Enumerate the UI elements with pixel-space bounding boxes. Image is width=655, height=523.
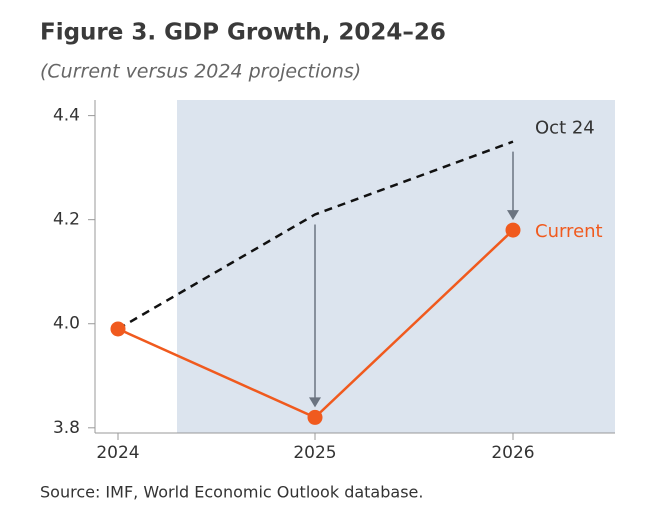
series-label: Oct 24 bbox=[535, 118, 595, 139]
y-tick-label: 3.8 bbox=[53, 418, 80, 438]
arrow-head bbox=[507, 210, 519, 221]
series-line bbox=[117, 140, 514, 331]
source-note: Source: IMF, World Economic Outlook data… bbox=[40, 483, 423, 502]
y-tick-label: 4.2 bbox=[53, 210, 80, 230]
chart-title: Figure 3. GDP Growth, 2024–26 bbox=[40, 20, 446, 46]
shaded-projection-area bbox=[177, 100, 615, 433]
y-tick-label: 4.4 bbox=[53, 106, 80, 126]
point bbox=[307, 409, 323, 425]
x-tick-label: 2024 bbox=[96, 443, 139, 463]
arrow-head bbox=[309, 397, 321, 408]
point bbox=[110, 321, 126, 337]
point bbox=[505, 222, 521, 238]
series-label: Current bbox=[535, 221, 603, 242]
x-tick-label: 2026 bbox=[491, 443, 534, 463]
chart-subtitle: (Current versus 2024 projections) bbox=[40, 61, 361, 83]
x-tick-label: 2025 bbox=[293, 443, 336, 463]
y-tick-label: 4.0 bbox=[53, 314, 80, 334]
